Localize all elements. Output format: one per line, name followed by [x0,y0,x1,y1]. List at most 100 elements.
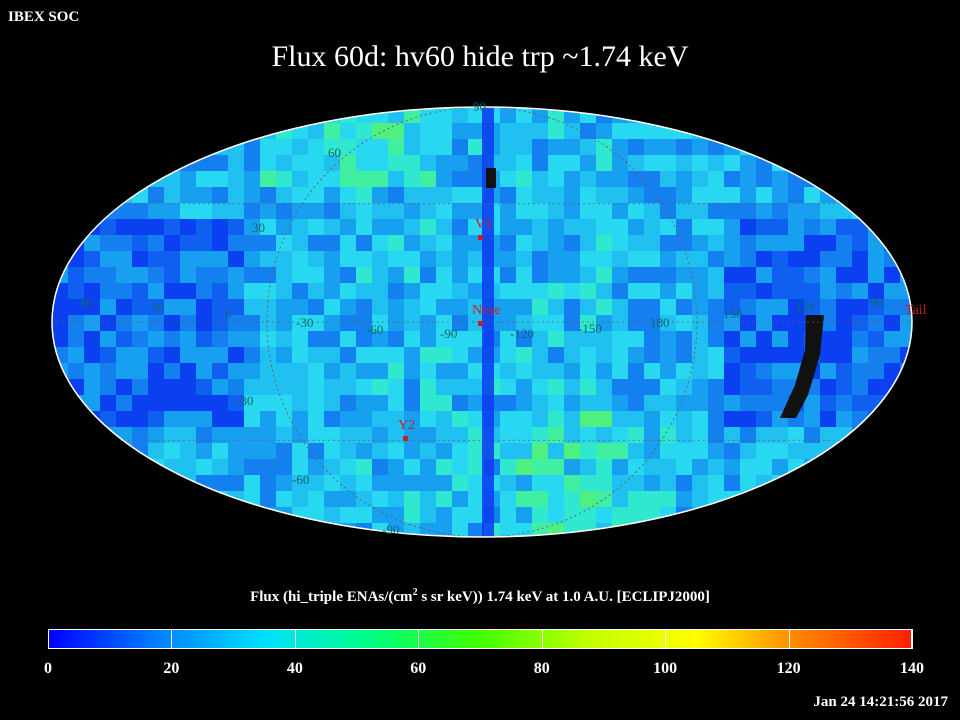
flux-pixel [292,187,309,204]
flux-pixel [804,299,821,316]
flux-pixel [68,395,85,412]
flux-pixel [884,363,901,380]
flux-pixel [276,475,293,492]
flux-pixel [900,331,912,348]
flux-pixel [324,219,341,236]
flux-pixel [724,283,741,300]
flux-pixel [724,251,741,268]
flux-pixel [276,171,293,188]
flux-pixel [596,363,613,380]
flux-pixel [644,267,661,284]
flux-pixel [532,219,549,236]
flux-pixel [372,443,389,460]
flux-pixel [276,347,293,364]
flux-pixel [436,395,453,412]
flux-pixel [180,379,197,396]
flux-pixel [244,219,261,236]
flux-pixel [612,459,629,476]
flux-pixel [660,395,677,412]
flux-pixel [372,427,389,444]
flux-pixel [132,347,149,364]
flux-pixel [324,363,341,380]
flux-pixel [260,379,277,396]
flux-pixel [628,267,645,284]
flux-pixel [452,171,469,188]
flux-pixel [516,331,533,348]
flux-pixel [100,427,117,444]
flux-pixel [196,459,213,476]
flux-pixel [596,171,613,188]
flux-pixel [708,427,725,444]
flux-pixel [564,315,581,332]
flux-pixel [564,475,581,492]
flux-pixel [52,331,69,348]
flux-pixel [452,203,469,220]
flux-pixel [708,219,725,236]
flux-pixel [356,331,373,348]
flux-pixel [292,155,309,172]
flux-pixel [244,155,261,172]
flux-pixel [324,491,341,508]
flux-pixel [628,363,645,380]
flux-pixel [356,395,373,412]
flux-pixel [196,219,213,236]
flux-pixel [132,267,149,284]
flux-pixel [708,395,725,412]
flux-pixel [644,363,661,380]
flux-pixel [148,315,165,332]
flux-pixel [324,235,341,252]
flux-pixel [724,459,741,476]
flux-pixel [276,267,293,284]
flux-pixel [612,187,629,204]
flux-pixel [228,187,245,204]
flux-pixel [580,283,597,300]
flux-pixel [356,491,373,508]
flux-pixel [644,411,661,428]
flux-pixel [564,219,581,236]
flux-pixel [548,315,565,332]
flux-pixel [548,411,565,428]
flux-pixel [164,347,181,364]
flux-pixel [852,331,869,348]
flux-pixel [564,267,581,284]
flux-pixel [276,427,293,444]
flux-pixel [452,139,469,156]
flux-pixel [596,155,613,172]
flux-pixel [676,299,693,316]
flux-pixel [260,395,277,412]
flux-pixel [196,331,213,348]
flux-pixel [740,219,757,236]
flux-pixel [340,459,357,476]
flux-pixel [660,139,677,156]
flux-pixel [692,379,709,396]
flux-pixel [580,443,597,460]
flux-pixel [772,379,789,396]
flux-pixel [580,331,597,348]
flux-pixel [596,411,613,428]
flux-pixel [260,203,277,220]
flux-pixel [676,443,693,460]
flux-pixel [868,251,885,268]
flux-pixel [292,267,309,284]
flux-pixel [148,331,165,348]
flux-pixel [644,315,661,332]
flux-pixel [404,475,421,492]
flux-pixel [388,443,405,460]
flux-pixel [564,203,581,220]
grid-label: 30 [151,300,164,315]
flux-pixel [516,411,533,428]
flux-pixel [532,187,549,204]
flux-pixel [548,171,565,188]
flux-pixel [676,379,693,396]
flux-pixel [884,251,901,268]
flux-pixel [628,187,645,204]
flux-pixel [196,299,213,316]
flux-pixel [308,459,325,476]
flux-pixel [820,267,837,284]
flux-pixel [356,315,373,332]
flux-pixel [612,139,629,156]
flux-pixel [548,331,565,348]
flux-pixel [772,427,789,444]
flux-pixel [708,363,725,380]
